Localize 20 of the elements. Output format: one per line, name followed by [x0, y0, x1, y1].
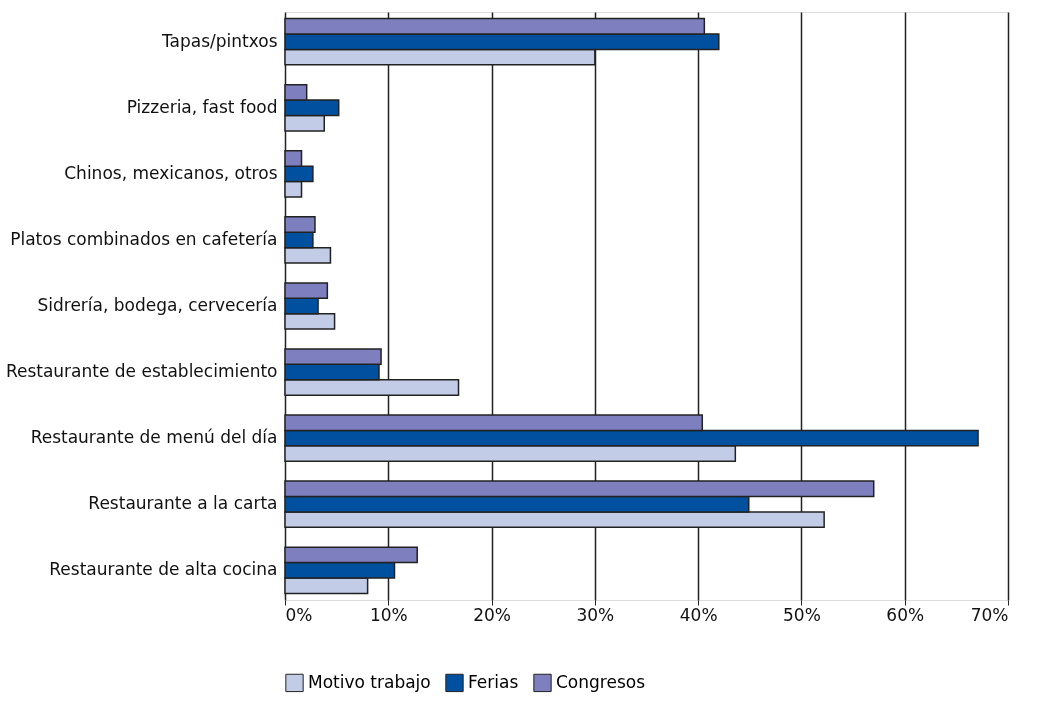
legend-label: Motivo trabajo	[308, 671, 431, 692]
y-tick-label: Pizzeria, fast food	[126, 96, 278, 117]
legend-label: Ferias	[468, 671, 519, 692]
y-tick-label: Platos combinados en cafetería	[10, 228, 278, 249]
x-tick-label: 20%	[473, 604, 511, 625]
x-tick-label: 30%	[576, 604, 615, 625]
x-tick-label: 70%	[970, 604, 1009, 625]
y-tick-label: Tapas/pintxos	[160, 30, 278, 51]
y-tick-label: Chinos, mexicanos, otros	[64, 162, 278, 183]
y-tick-label: Restaurante de alta cocina	[49, 559, 278, 580]
y-tick-label: Restaurante a la carta	[88, 493, 278, 514]
x-tick-label: 50%	[783, 604, 821, 625]
y-tick-label: Restaurante de menú del día	[30, 427, 278, 448]
x-tick-label: 0%	[285, 604, 313, 625]
x-tick-label: 40%	[679, 604, 718, 625]
x-tick-label: 60%	[886, 604, 925, 625]
legend-label: Congresos	[556, 671, 646, 692]
x-tick-label: 10%	[369, 604, 408, 625]
y-tick-label: Restaurante de establecimiento	[5, 361, 278, 382]
y-tick-label: Sidrería, bodega, cervecería	[37, 295, 278, 315]
